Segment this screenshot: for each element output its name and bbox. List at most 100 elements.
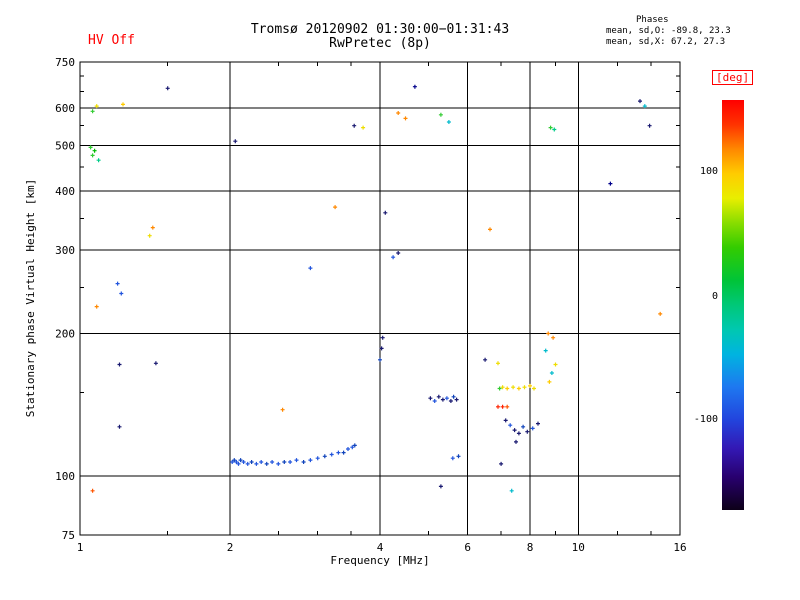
data-point bbox=[333, 205, 338, 210]
data-point bbox=[352, 123, 357, 128]
data-point bbox=[483, 357, 488, 362]
data-point bbox=[499, 461, 504, 466]
data-point bbox=[233, 139, 238, 144]
data-point bbox=[658, 311, 663, 316]
data-point bbox=[241, 460, 246, 464]
data-point bbox=[282, 460, 287, 464]
data-point bbox=[391, 255, 396, 260]
data-point bbox=[454, 397, 459, 402]
data-point bbox=[96, 158, 101, 163]
data-point bbox=[508, 423, 513, 428]
data-point bbox=[488, 227, 492, 232]
data-point bbox=[378, 357, 382, 362]
data-point bbox=[288, 460, 293, 464]
data-point bbox=[117, 362, 122, 367]
data-point bbox=[522, 385, 527, 390]
data-point bbox=[438, 112, 443, 117]
data-point bbox=[436, 394, 441, 399]
data-point bbox=[516, 386, 521, 391]
data-point bbox=[147, 233, 152, 238]
data-point bbox=[514, 439, 518, 444]
plot-title: Tromsø 20120902 01:30:00−01:31:43 bbox=[250, 22, 510, 37]
data-point bbox=[525, 429, 530, 434]
data-point bbox=[236, 461, 241, 466]
data-point bbox=[308, 266, 313, 271]
y-tick-label: 500 bbox=[55, 139, 75, 152]
data-point bbox=[232, 458, 237, 463]
data-point bbox=[280, 407, 285, 412]
data-point bbox=[638, 99, 642, 104]
data-point bbox=[90, 153, 95, 158]
y-tick-label: 600 bbox=[55, 102, 75, 115]
data-point bbox=[121, 102, 125, 107]
data-point bbox=[234, 460, 239, 464]
data-point bbox=[249, 460, 254, 464]
data-point bbox=[456, 454, 461, 459]
data-point bbox=[497, 386, 502, 391]
x-tick-label: 4 bbox=[377, 541, 384, 554]
colorbar bbox=[722, 100, 744, 510]
data-point bbox=[150, 225, 155, 230]
data-point bbox=[259, 460, 264, 464]
data-point bbox=[245, 461, 250, 466]
data-point bbox=[530, 426, 535, 431]
data-point bbox=[551, 335, 556, 340]
data-point bbox=[403, 116, 408, 121]
phases-title: Phases bbox=[636, 15, 669, 25]
data-point bbox=[549, 371, 554, 375]
data-point bbox=[543, 348, 548, 353]
data-point bbox=[438, 484, 443, 489]
data-point bbox=[115, 281, 120, 286]
data-point bbox=[301, 460, 306, 464]
data-point bbox=[346, 447, 350, 451]
data-point bbox=[546, 331, 551, 336]
data-point bbox=[383, 210, 388, 215]
data-point bbox=[117, 424, 122, 429]
data-point bbox=[450, 456, 455, 461]
data-point bbox=[642, 104, 647, 109]
data-point bbox=[548, 125, 553, 130]
data-point bbox=[350, 445, 355, 450]
data-point bbox=[528, 383, 532, 388]
data-point bbox=[264, 461, 269, 466]
data-point bbox=[90, 109, 95, 114]
colorbar-ticks: 100 0 -100 bbox=[680, 100, 718, 510]
data-point bbox=[412, 84, 417, 89]
data-point bbox=[503, 418, 508, 423]
data-point bbox=[336, 450, 341, 455]
data-point bbox=[276, 461, 281, 466]
data-point bbox=[536, 421, 540, 426]
colorbar-tick-label: 100 bbox=[699, 165, 718, 177]
data-point bbox=[270, 460, 275, 464]
plot-frame bbox=[79, 61, 681, 536]
y-tick-label: 200 bbox=[55, 328, 75, 341]
data-point bbox=[521, 424, 526, 429]
data-point bbox=[308, 458, 313, 463]
data-point bbox=[361, 125, 366, 130]
data-point bbox=[552, 127, 557, 132]
data-point bbox=[496, 361, 500, 366]
y-tick-label: 75 bbox=[62, 529, 75, 542]
data-point bbox=[165, 86, 170, 91]
data-point bbox=[500, 385, 505, 390]
phases-mean-o: mean, sd,O: -89.8, 23.3 bbox=[606, 26, 731, 36]
data-point bbox=[532, 386, 536, 391]
data-point bbox=[553, 362, 558, 367]
x-tick-label: 1 bbox=[77, 541, 84, 554]
data-point bbox=[428, 396, 433, 401]
y-tick-label: 750 bbox=[55, 56, 75, 69]
data-point bbox=[90, 488, 95, 493]
data-point bbox=[379, 346, 384, 351]
data-point bbox=[444, 396, 449, 401]
data-point bbox=[119, 291, 124, 296]
data-point bbox=[451, 394, 456, 399]
hv-status: HV Off bbox=[88, 33, 135, 48]
data-point bbox=[448, 399, 453, 403]
data-point bbox=[496, 404, 500, 409]
x-tick-label: 10 bbox=[572, 541, 585, 554]
data-point bbox=[512, 428, 517, 433]
data-point bbox=[547, 379, 552, 384]
x-axis-label: Frequency [MHz] bbox=[330, 554, 429, 567]
